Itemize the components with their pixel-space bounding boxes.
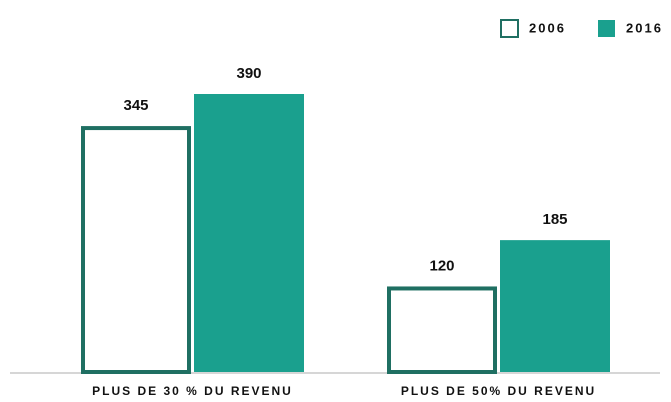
value-label: 120 [429, 257, 454, 274]
x-tick-label: PLUS DE 30 % DU REVENU [92, 384, 293, 398]
value-label: 345 [123, 97, 148, 114]
value-label: 185 [542, 211, 567, 228]
bar [387, 286, 497, 375]
bar [81, 126, 191, 374]
x-tick-label: PLUS DE 50% DU REVENU [401, 384, 596, 398]
bar [194, 94, 304, 372]
legend-label: 2006 [529, 20, 566, 35]
legend-swatch [598, 20, 615, 37]
value-label: 390 [236, 65, 261, 82]
legend-swatch [500, 19, 519, 38]
bar [500, 240, 610, 372]
legend-label: 2016 [626, 20, 663, 35]
